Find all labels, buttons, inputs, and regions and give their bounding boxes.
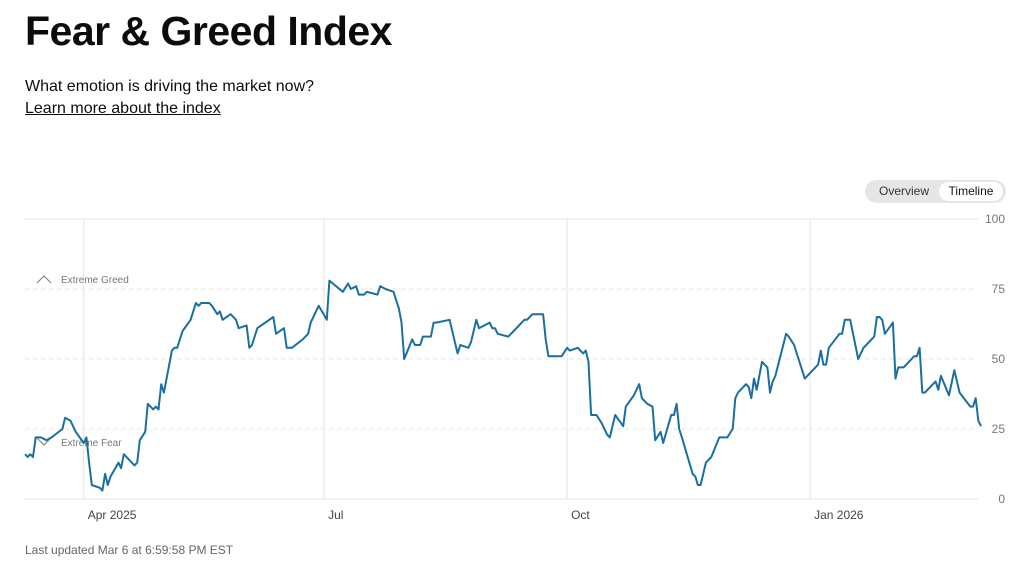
learn-more-link[interactable]: Learn more about the index [25, 100, 221, 117]
chevron-down-icon [36, 437, 52, 446]
tab-overview[interactable]: Overview [878, 184, 929, 198]
view-toggle: Overview Timeline [865, 180, 1006, 203]
chevron-up-icon [36, 275, 52, 284]
y-tick-label: 50 [992, 352, 1006, 366]
zone-label: Extreme Fear [61, 438, 122, 449]
index-series-line [24, 279, 982, 492]
x-tick-label: Jul [328, 508, 343, 522]
fear-greed-chart: 100 75 50 25 0 Apr 2025 Jul Oct Jan 2026 Extreme … [24, 212, 1006, 522]
tab-timeline[interactable]: Timeline [939, 182, 1003, 201]
y-tick-label: 25 [992, 422, 1006, 436]
x-tick-label: Jan 2026 [814, 508, 864, 522]
page-title: Fear & Greed Index [25, 8, 392, 54]
page-subtitle: What emotion is driving the market now? [25, 78, 315, 95]
y-tick-label: 75 [992, 282, 1006, 296]
zone-label: Extreme Greed [61, 275, 129, 286]
last-updated: Last updated Mar 6 at 6:59:58 PM EST [25, 543, 234, 557]
x-tick-label: Apr 2025 [88, 508, 137, 522]
y-tick-label: 0 [998, 492, 1005, 506]
y-tick-label: 100 [985, 212, 1005, 226]
x-tick-label: Oct [571, 508, 590, 522]
